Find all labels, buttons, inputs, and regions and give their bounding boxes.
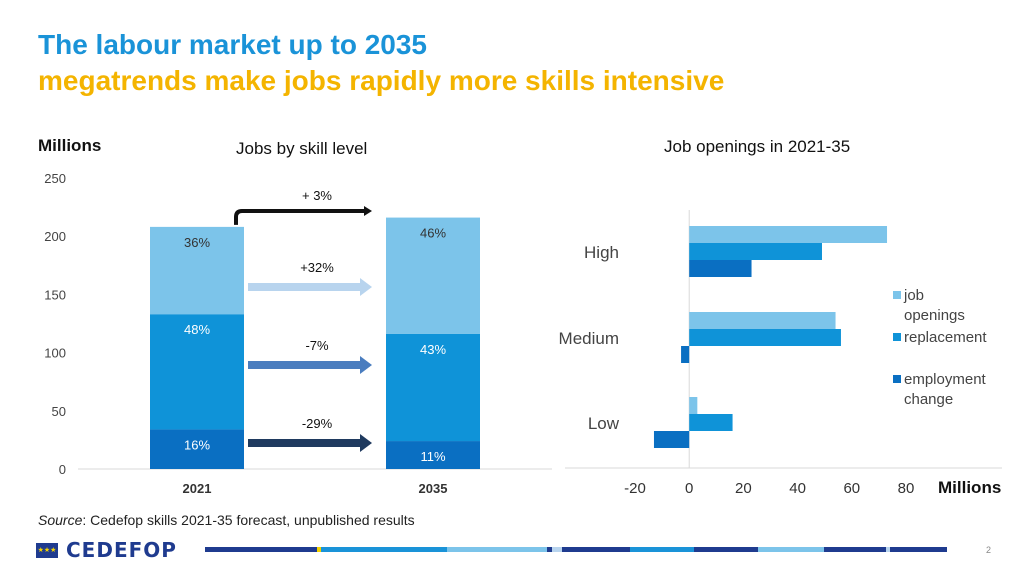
- data-label-high-2021: 36%: [184, 235, 210, 250]
- change-label-medium: -7%: [305, 338, 329, 353]
- bar-replacement-high: [689, 243, 822, 260]
- y-tick-label: 150: [44, 287, 66, 302]
- bar-employment-change-high: [689, 260, 752, 277]
- change-arrow-low: [248, 439, 360, 447]
- bar-high-2021: [150, 226, 244, 315]
- legend-label-job-openings: job: [903, 287, 924, 304]
- bar-medium-2021: [150, 314, 244, 430]
- change-arrow-medium: [248, 361, 360, 369]
- change-arrow-low-head: [360, 434, 372, 452]
- legend-swatch-job-openings: [893, 291, 901, 299]
- source-label: Source: [38, 512, 83, 528]
- x-tick-label-2035: 2035: [419, 481, 448, 496]
- change-label-low: -29%: [302, 416, 333, 431]
- bar-replacement-low: [689, 414, 733, 431]
- change-arrow-medium-head: [360, 356, 372, 374]
- category-label-medium: Medium: [559, 329, 619, 348]
- change-arrow-total: [234, 209, 364, 225]
- bar-medium-2035: [386, 333, 480, 442]
- data-label-medium-2035: 43%: [420, 342, 446, 357]
- jobs-by-skill-level-chart: 0 50 100 150 200 250 16% 48% 36% 2021 11% 43% 46% 203…: [44, 171, 552, 496]
- x-tick-label: 20: [735, 480, 752, 497]
- y-tick-label: 200: [44, 229, 66, 244]
- bar-employment-change-medium: [681, 346, 690, 363]
- eu-flag-icon: ★★★: [36, 542, 58, 558]
- y-tick-label: 50: [52, 404, 66, 419]
- cedefop-logo: ★★★ CEDEFOP: [36, 538, 177, 562]
- x-tick-label: -20: [624, 480, 646, 497]
- data-label-medium-2021: 48%: [184, 322, 210, 337]
- x-tick-label-2021: 2021: [183, 481, 212, 496]
- bar-job-openings-medium: [689, 312, 836, 329]
- x-tick-label: 40: [789, 480, 806, 497]
- data-label-low-2035: 11%: [420, 449, 445, 464]
- x-axis-label: Millions: [938, 478, 1001, 497]
- page-subtitle: megatrends make jobs rapidly more skills…: [38, 65, 725, 96]
- page-title: The labour market up to 2035: [38, 29, 427, 60]
- footer-decorative-bar: [205, 547, 947, 552]
- legend-label-job-openings-line2: openings: [904, 307, 965, 324]
- data-label-high-2035: 46%: [420, 226, 446, 241]
- y-tick-label: 0: [59, 462, 66, 477]
- bar-low-2021: [150, 429, 244, 469]
- x-tick-label: 60: [843, 480, 860, 497]
- y-tick-label: 250: [44, 171, 66, 186]
- bar-job-openings-high: [689, 226, 888, 243]
- legend-label-employment-change: employment: [904, 371, 987, 388]
- category-label-low: Low: [588, 414, 620, 433]
- units-label: Millions: [38, 136, 102, 155]
- y-tick-label: 100: [44, 346, 66, 361]
- bar-employment-change-low: [653, 431, 690, 448]
- x-tick-label: 0: [685, 480, 693, 497]
- data-label-low-2021: 16%: [184, 437, 210, 452]
- x-tick-label: 80: [898, 480, 915, 497]
- right-chart-title: Job openings in 2021-35: [664, 137, 851, 156]
- bar-job-openings-low: [689, 397, 698, 414]
- source-text: : Cedefop skills 2021-35 forecast, unpub…: [82, 512, 415, 528]
- legend-label-employment-change-line2: change: [904, 391, 953, 408]
- change-arrow-total-head: [364, 206, 372, 216]
- logo-text: CEDEFOP: [66, 538, 177, 562]
- job-openings-chart: -20 0 20 40 60 80 Millions High Medium Low job open…: [559, 210, 1002, 497]
- category-label-high: High: [584, 243, 619, 262]
- bar-low-2035: [386, 441, 480, 469]
- change-arrow-high: [248, 283, 360, 291]
- left-chart-title: Jobs by skill level: [236, 139, 368, 158]
- bar-high-2035: [386, 217, 480, 334]
- page-number: 2: [986, 545, 992, 555]
- source-note: Source: Cedefop skills 2021-35 forecast,…: [38, 512, 415, 528]
- change-label-total: + 3%: [302, 188, 332, 203]
- legend-label-replacement: replacement: [904, 329, 987, 346]
- change-arrow-high-head: [360, 278, 372, 296]
- legend-swatch-replacement: [893, 333, 901, 341]
- change-label-high: +32%: [300, 260, 334, 275]
- bar-replacement-medium: [689, 329, 841, 346]
- legend-swatch-employment-change: [893, 375, 901, 383]
